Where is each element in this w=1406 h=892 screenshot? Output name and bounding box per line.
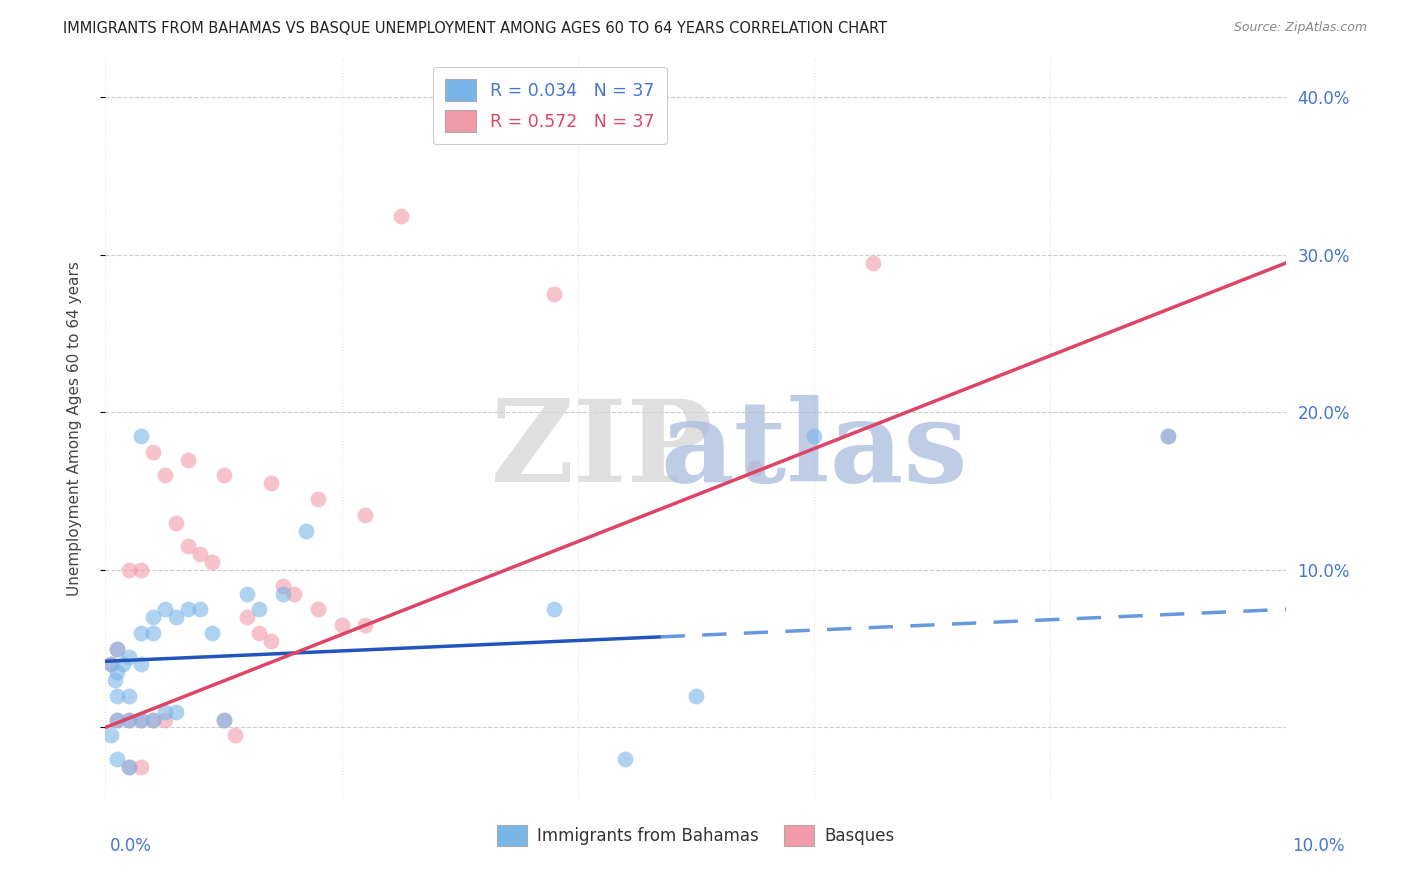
Point	[354, 618, 377, 632]
Point	[212, 713, 235, 727]
Point	[142, 626, 165, 640]
Point	[118, 760, 141, 774]
Point	[105, 665, 128, 680]
Point	[100, 657, 122, 672]
Point	[104, 673, 127, 688]
Point	[105, 752, 128, 766]
Point	[1157, 429, 1180, 443]
Point	[212, 468, 235, 483]
Point	[142, 713, 165, 727]
Point	[260, 633, 283, 648]
Point	[543, 602, 565, 616]
Point	[129, 429, 152, 443]
Point	[247, 626, 270, 640]
Text: 0.0%: 0.0%	[110, 837, 152, 855]
Point	[803, 429, 825, 443]
Point	[1157, 429, 1180, 443]
Point	[271, 586, 294, 600]
Point	[129, 713, 152, 727]
Point	[685, 689, 707, 703]
Point	[129, 563, 152, 577]
Text: 10.0%: 10.0%	[1292, 837, 1346, 855]
Point	[177, 539, 200, 553]
Point	[307, 602, 329, 616]
Text: IMMIGRANTS FROM BAHAMAS VS BASQUE UNEMPLOYMENT AMONG AGES 60 TO 64 YEARS CORRELA: IMMIGRANTS FROM BAHAMAS VS BASQUE UNEMPL…	[63, 21, 887, 36]
Point	[177, 602, 200, 616]
Text: ZIP: ZIP	[491, 395, 713, 506]
Point	[142, 444, 165, 458]
Point	[307, 491, 329, 506]
Point	[247, 602, 270, 616]
Point	[105, 713, 128, 727]
Point	[118, 689, 141, 703]
Point	[201, 626, 224, 640]
Point	[354, 508, 377, 522]
Point	[177, 452, 200, 467]
Point	[129, 626, 152, 640]
Point	[330, 618, 353, 632]
Point	[118, 713, 141, 727]
Point	[129, 713, 152, 727]
Point	[118, 760, 141, 774]
Text: atlas: atlas	[661, 395, 967, 506]
Point	[129, 657, 152, 672]
Point	[862, 256, 884, 270]
Point	[543, 287, 565, 301]
Point	[153, 705, 176, 719]
Point	[201, 555, 224, 569]
Point	[118, 649, 141, 664]
Point	[188, 602, 211, 616]
Point	[153, 713, 176, 727]
Point	[224, 728, 246, 742]
Point	[105, 713, 128, 727]
Point	[118, 563, 141, 577]
Point	[165, 610, 187, 624]
Legend: Immigrants from Bahamas, Basques: Immigrants from Bahamas, Basques	[491, 818, 901, 853]
Point	[153, 468, 176, 483]
Y-axis label: Unemployment Among Ages 60 to 64 years: Unemployment Among Ages 60 to 64 years	[67, 260, 82, 596]
Point	[744, 460, 766, 475]
Point	[212, 713, 235, 727]
Point	[105, 641, 128, 656]
Point	[614, 752, 637, 766]
Point	[271, 579, 294, 593]
Point	[142, 713, 165, 727]
Point	[105, 689, 128, 703]
Point	[283, 586, 305, 600]
Point	[389, 209, 412, 223]
Point	[236, 610, 259, 624]
Point	[129, 760, 152, 774]
Point	[153, 602, 176, 616]
Point	[236, 586, 259, 600]
Point	[260, 476, 283, 491]
Point	[295, 524, 318, 538]
Point	[165, 516, 187, 530]
Point	[100, 657, 122, 672]
Text: Source: ZipAtlas.com: Source: ZipAtlas.com	[1233, 21, 1367, 34]
Point	[188, 547, 211, 561]
Point	[165, 705, 187, 719]
Point	[100, 728, 122, 742]
Point	[112, 657, 135, 672]
Point	[118, 713, 141, 727]
Point	[105, 641, 128, 656]
Point	[142, 610, 165, 624]
